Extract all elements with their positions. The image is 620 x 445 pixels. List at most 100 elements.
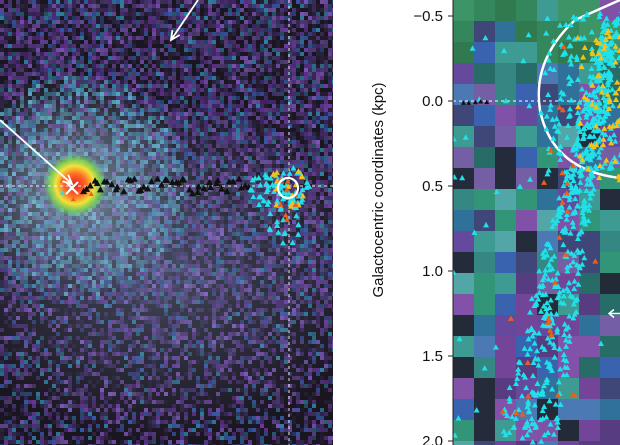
yellow-triangle-marker [576, 152, 583, 159]
cyan-triangle-marker [262, 172, 269, 178]
yellow-triangle-marker [287, 203, 294, 209]
cyan-triangle-marker [527, 176, 534, 182]
cyan-triangle-marker [561, 321, 568, 327]
cyan-triangle-marker [555, 378, 562, 385]
black-triangle-marker [163, 176, 171, 183]
cyan-triangle-marker [267, 210, 274, 217]
cyan-triangle-marker [581, 130, 588, 137]
cyan-triangle-marker [537, 308, 544, 314]
cyan-triangle-marker [543, 359, 550, 365]
cyan-triangle-marker [588, 190, 595, 197]
cyan-triangle-marker [561, 48, 568, 55]
cyan-triangle-marker [250, 193, 257, 200]
black-triangle-marker [478, 99, 484, 104]
cyan-triangle-marker [532, 424, 539, 430]
yellow-triangle-marker [598, 54, 605, 61]
black-triangle-marker [153, 175, 161, 182]
cyan-triangle-marker [596, 120, 603, 126]
cyan-triangle-marker [556, 208, 563, 214]
cyan-triangle-marker [571, 278, 578, 284]
arrow-to-source [0, 119, 74, 186]
cyan-triangle-marker [558, 150, 565, 157]
cyan-triangle-marker [571, 209, 578, 215]
cyan-triangle-marker [593, 101, 600, 108]
cyan-triangle-marker [551, 344, 558, 351]
cyan-triangle-marker [568, 61, 575, 67]
cyan-triangle-marker [575, 270, 582, 276]
cyan-triangle-marker [590, 73, 597, 80]
yellow-triangle-marker [270, 171, 277, 177]
cyan-triangle-marker [501, 47, 508, 54]
cyan-triangle-marker [473, 407, 480, 413]
cyan-triangle-marker [543, 113, 550, 119]
cyan-triangle-marker [615, 54, 620, 61]
cyan-triangle-marker [539, 291, 546, 298]
cyan-triangle-marker [459, 174, 466, 181]
cyan-triangle-marker [554, 294, 561, 301]
black-triangle-marker [194, 188, 202, 196]
cyan-triangle-marker [603, 15, 610, 21]
orange-triangle-marker [564, 208, 571, 214]
cyan-triangle-marker [533, 292, 540, 298]
orange-triangle-marker [570, 162, 577, 169]
cyan-triangle-marker [565, 288, 572, 294]
cyan-triangle-marker [597, 340, 604, 346]
cyan-triangle-marker [586, 133, 593, 139]
cyan-triangle-marker [525, 398, 532, 405]
cyan-triangle-marker [580, 133, 587, 140]
cyan-triangle-marker [565, 74, 572, 80]
cyan-triangle-marker [557, 156, 564, 162]
cyan-triangle-marker [493, 188, 500, 195]
yellow-triangle-marker [273, 169, 280, 175]
cyan-triangle-marker [583, 114, 590, 120]
cyan-triangle-marker [555, 205, 562, 211]
yellow-triangle-marker [616, 117, 620, 123]
yellow-triangle-marker [606, 123, 613, 129]
cyan-triangle-marker [587, 195, 594, 201]
cyan-triangle-marker [525, 31, 532, 38]
yellow-triangle-marker [616, 102, 620, 109]
cyan-triangle-marker [552, 401, 559, 407]
cyan-triangle-marker [580, 206, 587, 213]
cyan-triangle-marker [569, 147, 576, 153]
cyan-triangle-marker [293, 212, 300, 219]
black-triangle-marker [137, 186, 145, 193]
cyan-triangle-marker [538, 109, 545, 115]
cyan-triangle-marker [299, 186, 306, 193]
cyan-triangle-marker [607, 135, 614, 142]
cyan-triangle-marker [544, 252, 551, 258]
cyan-triangle-marker [542, 267, 549, 273]
black-triangle-marker [140, 183, 148, 190]
yellow-triangle-marker [596, 40, 603, 46]
cyan-triangle-marker [257, 182, 264, 188]
orange-triangle-marker [592, 258, 599, 264]
cyan-triangle-marker [500, 428, 507, 434]
cyan-triangle-marker [574, 189, 581, 195]
cyan-triangle-marker [558, 299, 565, 305]
cyan-triangle-marker [282, 229, 289, 236]
cyan-triangle-marker [573, 16, 580, 22]
cyan-triangle-marker [521, 345, 528, 351]
black-triangle-marker [229, 178, 237, 185]
cyan-triangle-marker [557, 22, 564, 28]
cyan-triangle-marker [255, 174, 262, 181]
cyan-triangle-marker [280, 170, 287, 176]
yellow-triangle-marker [616, 47, 620, 53]
cyan-triangle-marker [568, 250, 575, 256]
cyan-triangle-marker [570, 301, 577, 307]
cyan-triangle-marker [563, 211, 570, 218]
cyan-triangle-marker [563, 343, 570, 349]
cyan-triangle-marker [513, 380, 520, 387]
orange-triangle-marker [560, 43, 567, 49]
cyan-triangle-marker [540, 254, 547, 260]
left-black-triangles [80, 175, 253, 197]
yellow-triangle-marker [580, 54, 587, 60]
cyan-triangle-marker [547, 244, 554, 251]
cyan-triangle-marker [554, 424, 561, 430]
cyan-triangle-marker [273, 218, 280, 225]
yellow-triangle-marker [273, 201, 280, 208]
black-triangle-marker [466, 100, 472, 105]
cyan-triangle-marker [512, 415, 519, 421]
cyan-triangle-marker [566, 332, 573, 339]
